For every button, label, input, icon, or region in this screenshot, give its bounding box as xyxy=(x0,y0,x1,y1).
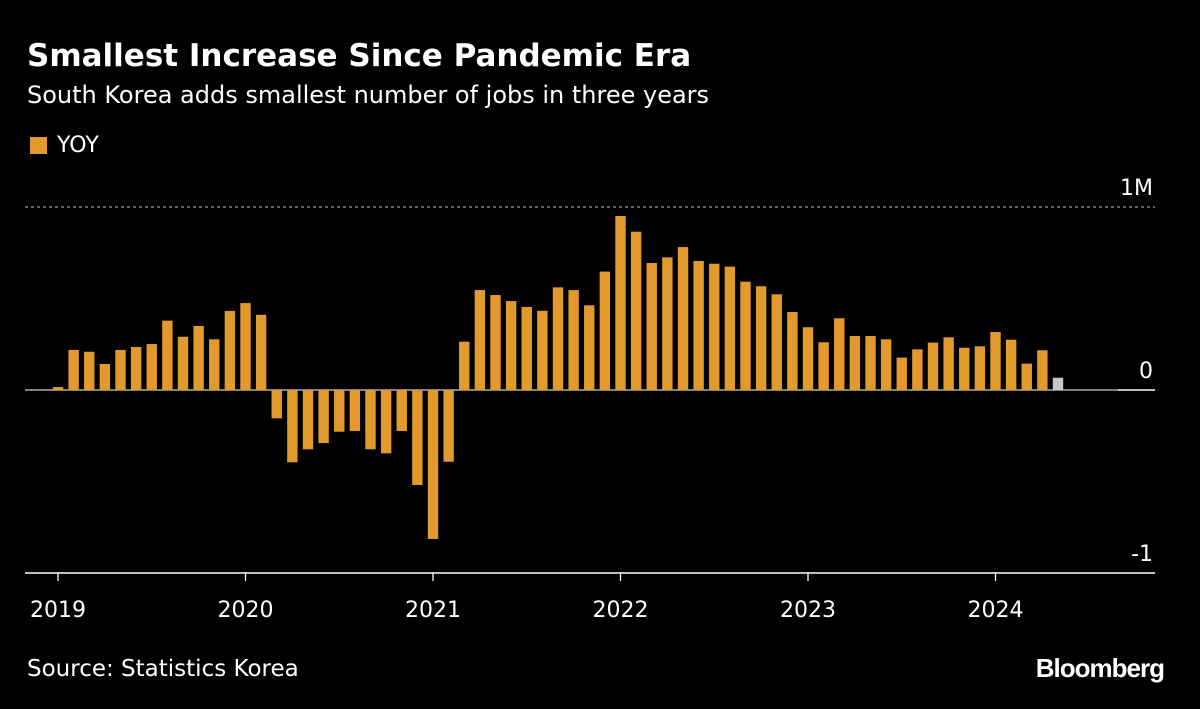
bar xyxy=(459,341,470,390)
bar xyxy=(287,390,298,463)
y-tick-label: 1M xyxy=(1120,176,1153,201)
bar xyxy=(677,247,689,390)
bar xyxy=(318,390,329,444)
bar xyxy=(334,390,345,432)
bar xyxy=(130,346,142,390)
chart-subtitle: South Korea adds smallest number of jobs… xyxy=(27,81,710,109)
bar xyxy=(193,325,204,390)
bar xyxy=(490,295,501,390)
chart-title: Smallest Increase Since Pandemic Era xyxy=(27,38,692,74)
bar xyxy=(380,390,392,454)
bar xyxy=(646,262,657,390)
bar xyxy=(365,390,376,450)
bar xyxy=(349,390,361,431)
bar xyxy=(505,301,517,390)
bar xyxy=(224,310,236,390)
bar xyxy=(959,347,970,390)
bar xyxy=(568,290,579,390)
legend-label-yoy: YOY xyxy=(57,133,99,158)
x-tick-label: 2022 xyxy=(593,598,649,623)
bar xyxy=(865,336,876,390)
bar xyxy=(177,336,189,390)
bar xyxy=(584,305,595,390)
bar xyxy=(818,342,829,390)
bar xyxy=(943,337,954,390)
bar xyxy=(787,312,798,390)
bloomberg-logo: Bloomberg xyxy=(1035,653,1165,683)
bar xyxy=(412,390,423,485)
bar xyxy=(443,390,454,462)
bar xyxy=(162,320,173,390)
bar xyxy=(1037,350,1048,390)
legend-swatch-yoy xyxy=(30,137,47,154)
y-tick-label: -1 xyxy=(1131,542,1153,567)
bar xyxy=(630,231,642,390)
bar xyxy=(99,364,111,390)
bar xyxy=(709,263,720,390)
bar xyxy=(255,314,267,390)
bar xyxy=(755,286,767,390)
bar xyxy=(880,339,892,390)
bar xyxy=(1021,363,1032,390)
bar xyxy=(427,390,439,539)
x-tick-label: 2021 xyxy=(405,598,461,623)
x-tick-label: 2020 xyxy=(218,598,274,623)
bar xyxy=(552,287,564,390)
x-tick-label: 2024 xyxy=(968,598,1024,623)
bar xyxy=(599,271,611,390)
x-tick-label: 2023 xyxy=(780,598,836,623)
bar xyxy=(537,310,548,390)
bar xyxy=(771,294,782,390)
bar xyxy=(302,390,314,450)
bar-highlight xyxy=(1052,377,1064,390)
bar xyxy=(1005,339,1017,390)
bar xyxy=(474,290,486,390)
bar xyxy=(896,357,907,390)
y-tick-label: 0 xyxy=(1139,359,1153,384)
bar xyxy=(209,339,220,390)
bar xyxy=(912,349,923,390)
legend: YOY xyxy=(30,133,99,158)
bar xyxy=(521,306,532,390)
bar xyxy=(271,390,282,419)
bar xyxy=(849,336,861,390)
bar xyxy=(990,331,1001,390)
bar xyxy=(615,215,626,390)
bar xyxy=(724,266,736,390)
bar xyxy=(927,342,939,390)
bar xyxy=(834,318,845,390)
bar xyxy=(146,344,157,390)
bar xyxy=(52,387,64,390)
bar xyxy=(396,390,407,431)
bar xyxy=(84,351,95,390)
source-note: Source: Statistics Korea xyxy=(27,656,299,682)
bar xyxy=(740,281,751,390)
bar xyxy=(693,260,704,390)
bar xyxy=(974,346,986,390)
x-tick-label: 2019 xyxy=(30,598,86,623)
bar xyxy=(115,349,126,390)
bar xyxy=(802,327,814,390)
bar xyxy=(68,349,79,390)
bar xyxy=(240,303,251,390)
bar xyxy=(662,257,673,390)
